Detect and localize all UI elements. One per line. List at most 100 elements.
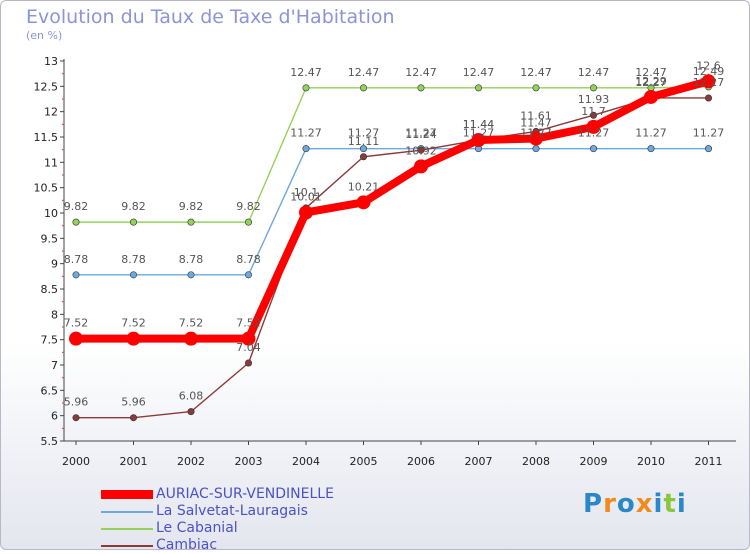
- legend-swatch-cabanial: [101, 528, 153, 530]
- data-label-2: 12.47: [348, 66, 380, 79]
- data-label-2: 9.82: [121, 200, 146, 213]
- data-label-2: 12.47: [463, 66, 495, 79]
- data-label-3: 11.11: [348, 135, 380, 148]
- data-point-1: [704, 145, 712, 153]
- data-label-1: 11.27: [520, 127, 552, 140]
- data-point-1: [532, 145, 540, 153]
- data-label-2: 12.47: [578, 66, 610, 79]
- data-point-3: [187, 408, 195, 416]
- data-label-3: 12.27: [693, 76, 725, 89]
- data-point-0: [644, 89, 658, 104]
- x-tick-label: 2009: [580, 455, 608, 468]
- data-point-0: [126, 331, 141, 346]
- x-tick-label: 2002: [177, 455, 205, 468]
- chart-title: Evolution du Taux de Taxe d'Habitation: [26, 6, 395, 28]
- y-tick-label: 8: [51, 308, 58, 321]
- data-label-2: 12.47: [405, 66, 437, 79]
- data-point-2: [130, 218, 138, 226]
- legend-label-cabanial: Le Cabanial: [156, 520, 238, 536]
- data-point-2: [72, 218, 80, 226]
- line-chart: 5.5 6 6.5 7 7.5 8 8.5 9 9.5 10 10.5 11 11.5 12 12.5 13 2…: [34, 55, 736, 468]
- data-label-2: 12.47: [290, 66, 322, 79]
- data-label-1: 8.78: [236, 253, 261, 266]
- data-label-0: 10.01: [290, 190, 322, 203]
- data-label-3: 7.04: [236, 341, 261, 354]
- data-label-0: 7.52: [179, 317, 204, 330]
- data-label-2: 9.82: [64, 200, 89, 213]
- y-tick-label: 7: [51, 359, 58, 372]
- data-point-0: [701, 74, 716, 89]
- y-tick-label: 13: [44, 55, 58, 68]
- data-label-0: 7.52: [64, 317, 89, 330]
- data-point-2: [417, 84, 425, 92]
- data-label-3: 6.08: [179, 390, 204, 403]
- logo-letter: t: [663, 489, 677, 519]
- data-point-2: [359, 84, 367, 92]
- data-label-3: 11.24: [405, 128, 437, 141]
- series-line-3: [75, 97, 710, 419]
- x-tick-label: 2011: [695, 455, 723, 468]
- logo-letter: P: [583, 489, 604, 519]
- data-label-3: 5.96: [64, 396, 89, 409]
- data-label-0: 10.92: [405, 144, 437, 157]
- data-point-1: [130, 271, 138, 279]
- data-label-2: 12.47: [635, 66, 667, 79]
- data-label-2: 12.47: [520, 66, 552, 79]
- x-tick-label: 2010: [637, 455, 665, 468]
- data-label-0: 12.6: [696, 59, 721, 72]
- data-label-1: 8.78: [121, 253, 146, 266]
- data-point-2: [187, 218, 195, 226]
- data-label-3: 5.96: [121, 396, 146, 409]
- data-label-1: 11.27: [348, 127, 380, 140]
- data-point-1: [302, 145, 310, 153]
- data-label-3: 11.93: [578, 93, 610, 106]
- x-tick-label: 2004: [292, 455, 320, 468]
- data-label-1: 8.78: [179, 253, 204, 266]
- data-point-1: [589, 145, 597, 153]
- data-label-0: 7.52: [236, 317, 261, 330]
- y-tick-label: 10: [44, 207, 58, 220]
- chart-subtitle: (en %): [26, 29, 63, 42]
- y-tick-label: 7.5: [41, 334, 59, 347]
- logo-letter: r: [603, 489, 617, 519]
- series-line-0: [72, 77, 713, 343]
- data-point-1: [359, 145, 367, 153]
- data-point-3: [359, 153, 367, 161]
- y-tick-label: 12.5: [34, 80, 59, 93]
- x-tick-label: 2006: [407, 455, 435, 468]
- data-label-1: 8.78: [64, 253, 89, 266]
- series-line-1: [75, 147, 710, 276]
- data-label-0: 11.47: [520, 117, 552, 130]
- legend-label-salvetat: La Salvetat-Lauragais: [156, 503, 308, 519]
- data-point-0: [586, 119, 601, 134]
- data-label-0: 7.52: [121, 317, 146, 330]
- data-point-3: [704, 94, 712, 102]
- data-label-1: 11.27: [693, 127, 725, 140]
- data-point-0: [299, 205, 313, 220]
- y-tick-label: 11: [44, 156, 58, 169]
- y-tick-label: 6: [51, 410, 58, 423]
- y-tick-label: 8.5: [41, 283, 59, 296]
- data-label-1: 11.27: [290, 127, 322, 140]
- data-label-3: 11.61: [520, 109, 552, 122]
- data-point-2: [245, 218, 253, 226]
- x-tick-label: 2008: [522, 455, 550, 468]
- proxiti-logo: Proxiti: [583, 489, 687, 519]
- data-label-3: 12.27: [635, 76, 667, 89]
- data-label-0: 11.7: [581, 105, 606, 118]
- data-point-2: [532, 84, 540, 92]
- x-tick-label: 2001: [120, 455, 148, 468]
- legend-swatch-cambiac: [101, 545, 153, 547]
- legend-label-cambiac: Cambiac: [156, 537, 218, 553]
- data-label-1: 11.27: [578, 127, 610, 140]
- data-label-2: 12.49: [693, 65, 725, 78]
- data-point-0: [529, 131, 543, 146]
- data-label-3: 11.44: [463, 118, 495, 131]
- data-point-0: [69, 331, 83, 346]
- data-point-2: [474, 84, 482, 92]
- x-tick-label: 2005: [350, 455, 378, 468]
- data-point-3: [417, 146, 425, 154]
- data-point-0: [241, 331, 256, 346]
- logo-letter: i: [653, 489, 664, 519]
- y-tick-label: 10.5: [34, 182, 59, 195]
